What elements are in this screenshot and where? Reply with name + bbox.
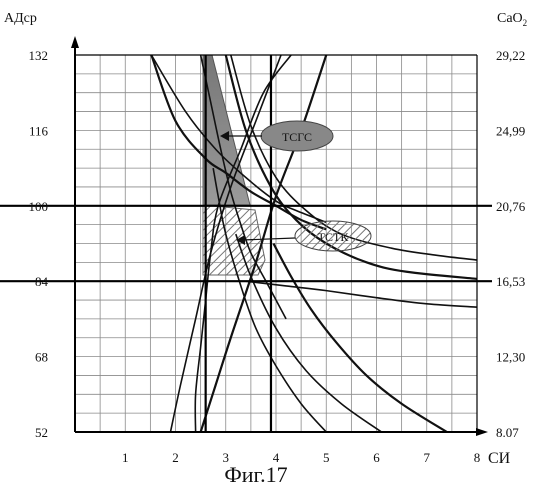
y-axis-right-title: CaO2 [497,11,527,28]
y-tick-label-right: 20,76 [496,199,526,214]
y-axis-arrowhead [71,36,79,48]
grid [75,55,477,432]
y-tick-label-left: 100 [29,199,49,214]
y-tick-label-right: 29,22 [496,48,525,63]
y-tick-label-right: 8.07 [496,425,519,440]
x-axis-arrowhead [476,428,488,436]
x-tick-label: 1 [122,450,129,465]
y-tick-label-left: 116 [29,123,49,138]
y-tick-label-left: 52 [35,425,48,440]
x-axis-title: СИ [488,450,511,467]
x-tick-label: 7 [424,450,431,465]
y-tick-label-left: 68 [35,350,48,365]
tsgs-annotation: ТСГС [220,121,333,151]
x-tick-label: 5 [323,450,330,465]
y-tick-label-right: 24,99 [496,123,525,138]
y-axis-left-title: АДср [4,11,37,26]
series-curve-12 [246,281,477,307]
y-tick-label-right: 12,30 [496,350,525,365]
figure-caption: Фиг.17 [224,462,287,487]
tsgs-label: ТСГС [282,130,312,144]
y-tick-label-left: 84 [35,274,49,289]
x-tick-label: 2 [172,450,179,465]
x-tick-label: 8 [474,450,481,465]
y-tick-label-left: 132 [29,48,49,63]
x-tick-label: 6 [373,450,380,465]
y-tick-label-right: 16,53 [496,274,525,289]
axes [71,36,488,436]
tstk-label: ТСТК [318,230,350,244]
